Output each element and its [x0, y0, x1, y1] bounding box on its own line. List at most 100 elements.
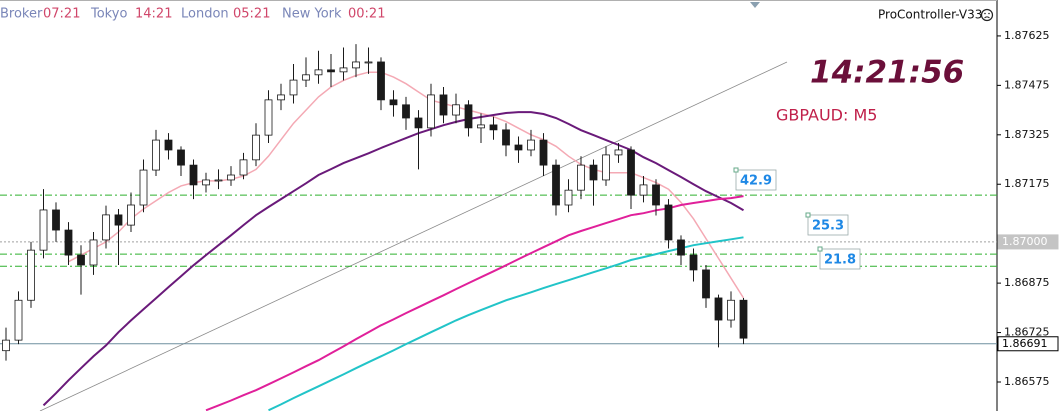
candle-body — [89, 239, 98, 266]
candle-body — [14, 299, 23, 341]
candle-body — [589, 164, 598, 181]
candle-body — [202, 179, 210, 186]
candle-body — [127, 204, 135, 226]
candle-body — [189, 164, 198, 186]
candle-body — [689, 254, 698, 271]
candle-body — [702, 269, 710, 299]
candle-body — [539, 139, 548, 166]
moving-average-line — [268, 236, 744, 411]
clock-time: 00:21 — [348, 7, 385, 22]
candle-body — [264, 99, 273, 136]
candle-body — [39, 209, 48, 251]
price-box-label: 1.86691 — [1002, 337, 1048, 350]
clock-time: 07:21 — [43, 7, 80, 22]
candle-body — [289, 79, 298, 96]
candle-body — [739, 299, 748, 339]
indicator-icon[interactable] — [980, 8, 994, 22]
level-handle — [805, 212, 811, 218]
price-box — [997, 234, 1059, 250]
candle-body — [52, 209, 60, 231]
candle-body — [402, 104, 410, 119]
candle-body — [352, 61, 360, 69]
candle-body — [239, 159, 248, 176]
level-label-box — [819, 248, 861, 270]
y-tick-label: 1.87175 — [1004, 177, 1050, 190]
clock-time: 14:21 — [135, 7, 172, 22]
candle-body — [602, 154, 610, 181]
candle-body — [714, 297, 723, 321]
candle-body — [514, 144, 523, 151]
candle-body — [302, 74, 310, 81]
y-tick-label: 1.87625 — [1004, 29, 1050, 42]
candle-body — [152, 139, 160, 171]
clock-label: London — [181, 7, 229, 22]
y-tick-label: 1.86875 — [1004, 276, 1050, 289]
level-label: 21.8 — [824, 253, 856, 268]
candle-body — [364, 61, 373, 64]
candle-body — [664, 204, 673, 241]
level-label-box — [807, 214, 849, 236]
candle-body — [377, 61, 385, 101]
candle-body — [639, 184, 648, 196]
indicator-name: ProController-V33 — [878, 8, 982, 22]
price-box — [997, 336, 1059, 352]
moving-average-line — [205, 195, 744, 411]
candle-body — [252, 134, 260, 161]
price-box-label: 1.87000 — [1002, 235, 1048, 248]
candle-body — [577, 164, 585, 191]
candle-body — [527, 139, 535, 151]
level-label-box — [735, 169, 777, 191]
candle-body — [114, 214, 123, 226]
candle-body — [2, 339, 10, 352]
candle-body — [227, 174, 235, 181]
level-handle — [817, 246, 823, 252]
clock-label: New York — [282, 7, 342, 22]
candle-body — [489, 124, 498, 131]
candle-body — [277, 94, 285, 101]
moving-average-line — [42, 111, 745, 407]
candle-body — [164, 139, 173, 151]
candle-body — [77, 254, 85, 266]
level-label: 25.3 — [812, 219, 844, 234]
candle-body — [64, 229, 73, 256]
clock-time: 05:21 — [233, 7, 270, 22]
candle-body — [552, 164, 560, 206]
candle-body — [727, 299, 735, 321]
candle-body — [389, 99, 398, 106]
candle-body — [627, 149, 635, 196]
clock: 14:21:56 — [810, 55, 964, 91]
candle-body — [214, 179, 223, 182]
trend-line[interactable] — [39, 61, 788, 411]
candle-body — [677, 239, 685, 256]
candle-body — [327, 69, 335, 73]
candle-body — [477, 124, 485, 129]
candle-body — [339, 67, 348, 73]
candle-body — [464, 104, 473, 129]
symbol: GBPAUD: M5 — [776, 106, 877, 125]
candle-body — [502, 129, 510, 146]
candle-body — [652, 184, 660, 206]
candle-body — [414, 117, 423, 129]
clock-label: Tokyo — [90, 7, 127, 22]
y-tick-label: 1.86725 — [1004, 326, 1050, 339]
y-tick-label: 1.87325 — [1004, 128, 1050, 141]
candle-body — [439, 94, 448, 116]
candle-body — [314, 69, 323, 76]
shift-marker[interactable] — [750, 2, 760, 8]
candle-body — [27, 249, 35, 301]
candle-body — [614, 149, 623, 156]
candle-body — [452, 104, 460, 116]
candle-body — [427, 94, 435, 129]
candle-body — [564, 189, 573, 206]
y-tick-label: 1.86575 — [1004, 375, 1050, 388]
level-handle — [733, 167, 739, 173]
clock-label: Broker — [0, 7, 43, 22]
candle-body — [102, 214, 110, 241]
plot-area — [0, 44, 997, 411]
candle-body — [177, 149, 185, 166]
y-tick-label: 1.87475 — [1004, 78, 1050, 91]
candle-body — [139, 169, 148, 206]
